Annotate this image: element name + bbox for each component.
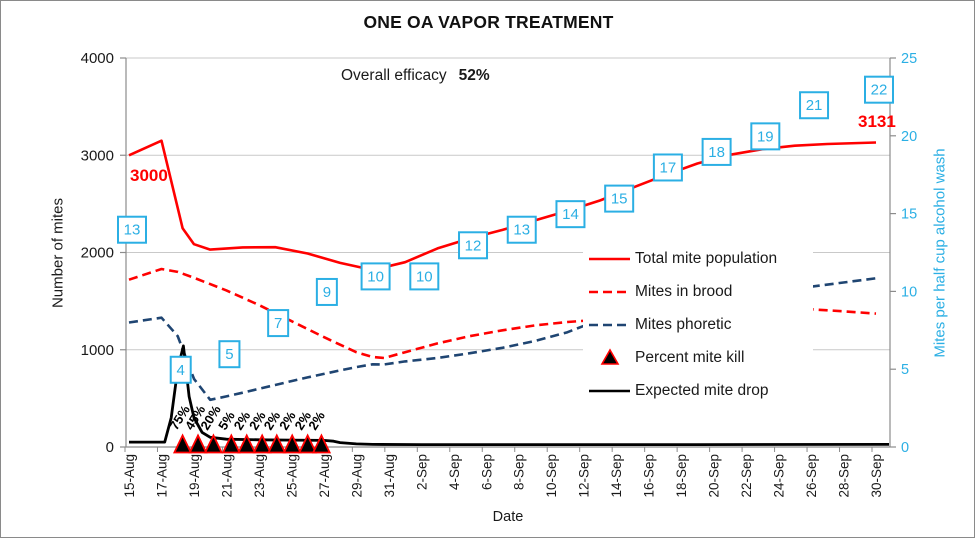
- x-axis-tick-label: 16-Sep: [642, 454, 657, 498]
- wash-count-box: [652, 153, 683, 182]
- x-axis-tick-label: 8-Sep: [512, 454, 527, 490]
- wash-count-box: [315, 277, 338, 306]
- x-axis-title: Date: [492, 509, 524, 525]
- left-axis-tick-label: 3000: [81, 147, 114, 164]
- wash-count-value: 4: [177, 362, 185, 379]
- left-axis-title: Number of mites: [49, 197, 67, 309]
- wash-count-value: 22: [871, 82, 888, 99]
- wash-count-value: 10: [367, 268, 384, 285]
- x-axis-tick-label: 19-Aug: [187, 454, 202, 498]
- legend-label: Percent mite kill: [635, 349, 744, 366]
- kill-marker: [221, 433, 241, 454]
- start-count-annotation: 3000: [130, 166, 168, 185]
- x-axis-tick-label: 27-Aug: [317, 454, 332, 498]
- wash-count-value: 17: [660, 159, 677, 176]
- wash-count-value: 9: [323, 284, 331, 301]
- efficacy-annotation: Overall efficacy 52%: [341, 67, 490, 85]
- x-axis-tick-label: 15-Aug: [122, 454, 137, 498]
- left-axis-tick-label: 2000: [81, 245, 114, 262]
- kill-marker: [203, 433, 224, 454]
- right-axis-tick-label: 0: [901, 440, 909, 456]
- left-axis-tick-label: 4000: [81, 50, 114, 67]
- right-axis-title: Mites per half cup alcohol wash: [931, 148, 949, 358]
- x-axis-tick-label: 21-Aug: [219, 454, 234, 498]
- wash-count-box: [218, 340, 241, 369]
- legend-label: Expected mite drop: [635, 382, 769, 399]
- x-axis-tick-label: 25-Aug: [284, 454, 299, 498]
- wash-count-box: [458, 231, 489, 260]
- efficacy-value: 52%: [458, 67, 490, 84]
- right-axis-tick-label: 5: [901, 362, 909, 378]
- wash-count-box: [409, 262, 440, 291]
- wash-count-value: 14: [562, 206, 579, 223]
- kill-marker: [311, 433, 332, 454]
- wash-count-box: [555, 200, 586, 229]
- legend-triangle-marker: [600, 348, 620, 365]
- wash-count-value: 5: [225, 346, 233, 363]
- x-axis-tick-label: 17-Aug: [154, 454, 169, 498]
- wash-count-box: [506, 215, 537, 244]
- kill-marker: [252, 433, 272, 454]
- wash-count-value: 18: [708, 144, 725, 161]
- legend-label: Mites phoretic: [635, 316, 732, 333]
- wash-count-value: 7: [274, 315, 282, 332]
- wash-count-box: [360, 262, 391, 291]
- wash-count-value: 10: [416, 268, 433, 285]
- right-axis-tick-label: 15: [901, 207, 917, 223]
- wash-count-box: [864, 75, 894, 104]
- wash-count-value: 13: [124, 222, 141, 239]
- x-axis-tick-label: 20-Sep: [707, 454, 722, 498]
- x-axis-tick-label: 23-Aug: [252, 454, 267, 498]
- right-axis-tick-label: 20: [901, 129, 917, 145]
- x-axis-tick-label: 2-Sep: [414, 454, 429, 490]
- x-axis-tick-label: 4-Sep: [447, 454, 462, 490]
- end-count-annotation: 3131: [858, 112, 896, 131]
- wash-count-box: [701, 137, 732, 166]
- chart-title: ONE OA VAPOR TREATMENT: [363, 12, 614, 32]
- wash-count-value: 19: [757, 128, 774, 145]
- kill-percent-label: 2%: [305, 408, 328, 432]
- wash-count-value: 15: [611, 191, 628, 208]
- kill-marker: [297, 433, 318, 454]
- kill-marker: [188, 433, 208, 454]
- x-axis-tick-label: 22-Sep: [739, 454, 754, 498]
- wash-count-box: [604, 184, 635, 213]
- legend-label: Mites in brood: [635, 283, 732, 300]
- x-axis-tick-label: 24-Sep: [772, 454, 787, 498]
- right-axis-tick-label: 10: [901, 284, 917, 300]
- right-axis-tick-label: 25: [901, 51, 917, 67]
- wash-count-box: [750, 122, 781, 151]
- wash-count-box: [117, 215, 147, 244]
- legend-label: Total mite population: [635, 250, 777, 267]
- left-axis-tick-label: 1000: [81, 342, 114, 359]
- wash-count-box: [267, 309, 290, 338]
- x-axis-tick-label: 18-Sep: [674, 454, 689, 498]
- wash-count-box: [799, 91, 830, 120]
- x-axis-tick-label: 10-Sep: [544, 454, 559, 498]
- x-axis-tick-label: 26-Sep: [804, 454, 819, 498]
- x-axis-tick-label: 31-Aug: [382, 454, 397, 498]
- wash-count-box: [169, 355, 192, 384]
- x-axis-tick-label: 29-Aug: [349, 454, 364, 498]
- x-axis-tick-label: 30-Sep: [869, 454, 884, 498]
- left-axis-tick-label: 0: [106, 439, 114, 456]
- wash-count-value: 12: [465, 237, 482, 254]
- x-axis-tick-label: 6-Sep: [479, 454, 494, 490]
- efficacy-label: Overall efficacy: [341, 67, 447, 84]
- x-axis-tick-label: 28-Sep: [837, 454, 852, 498]
- wash-count-value: 21: [806, 97, 823, 114]
- x-axis-tick-label: 14-Sep: [609, 454, 624, 498]
- wash-count-value: 13: [513, 222, 530, 239]
- kill-marker: [282, 433, 302, 454]
- kill-marker: [172, 433, 193, 454]
- x-axis-tick-label: 12-Sep: [577, 454, 592, 498]
- kill-marker: [267, 433, 287, 454]
- kill-marker: [237, 433, 257, 454]
